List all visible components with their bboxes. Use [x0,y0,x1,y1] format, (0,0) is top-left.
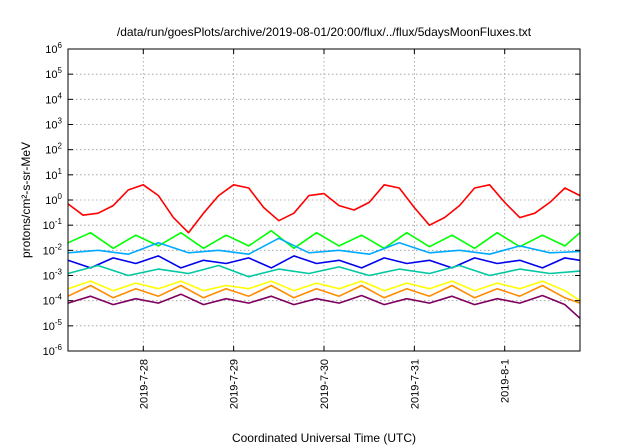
y-tick-label: 104 [45,91,62,106]
y-tick-label: 103 [45,117,62,132]
y-tick-label: 101 [45,167,62,182]
y-tick-label: 10-4 [43,293,63,308]
x-axis-label: Coordinated Universal Time (UTC) [232,431,416,445]
y-tick-label: 10-1 [43,217,63,232]
series-line-3 [67,237,581,255]
x-tick-label: 2019-7-28 [138,359,150,409]
y-tick-label: 102 [45,142,62,157]
y-tick-label: 10-3 [43,268,63,283]
y-tick-labels: 10-6 10-5 10-4 10-3 10-2 10-1 100 101 102 103 104 1… [43,41,580,358]
y-tick-label: 10-5 [43,318,63,333]
series-layer [67,184,581,319]
y-tick-label: 105 [45,66,62,81]
series-line-1 [67,184,581,234]
x-tick-label: 2019-7-29 [229,359,241,409]
x-tick-label: 2019-7-31 [409,359,421,409]
series-line-7 [67,284,581,304]
series-line-4 [67,255,581,269]
y-axis-label: protons/cm²-s-sr-MeV [19,142,33,258]
y-tick-label: 106 [45,41,62,56]
y-tick-label: 10-6 [43,343,63,358]
x-tick-label: 2019-7-30 [319,359,331,409]
series-line-5 [67,264,581,278]
x-tick-labels: 2019-7-28 2019-7-29 2019-7-30 2019-7-31 2019… [138,49,512,409]
chart-title: /data/run/goesPlots/archive/2019-08-01/2… [117,25,532,39]
series-line-8 [67,293,581,319]
y-tick-label: 10-2 [43,242,63,257]
series-line-6 [67,280,581,302]
x-tick-label: 2019-8-1 [500,359,512,403]
y-tick-label: 100 [45,192,62,207]
